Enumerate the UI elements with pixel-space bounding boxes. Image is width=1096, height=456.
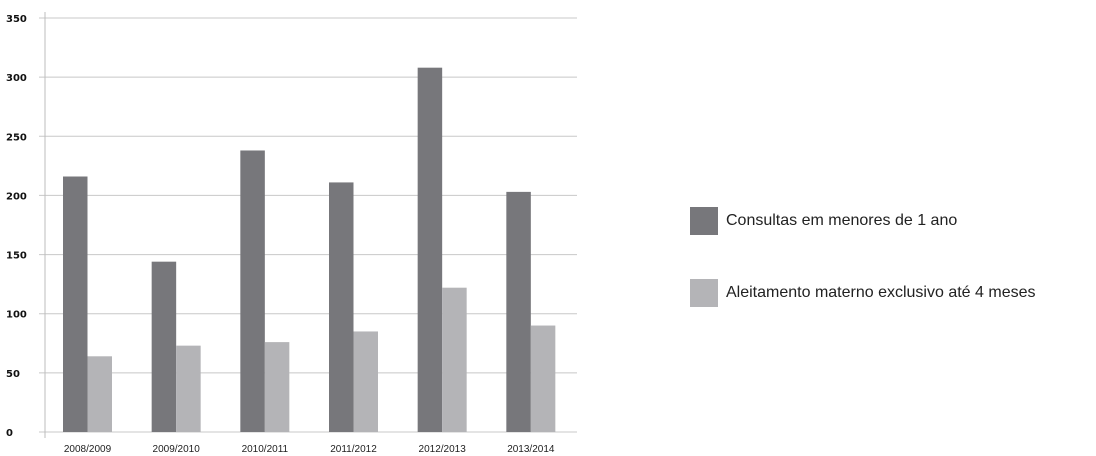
bar-aleitamento-2010-2011 (264, 342, 290, 432)
bar-aleitamento-2013-2014 (530, 325, 556, 432)
gridlines (39, 17, 577, 433)
bar-aleitamento-2012-2013 (442, 287, 467, 432)
x-tick-label: 2013/2014 (507, 444, 555, 455)
legend-label-consultas: Consultas em menores de 1 ano (726, 212, 958, 229)
x-tick-label: 2008/2009 (64, 444, 112, 455)
bar-aleitamento-2008-2009 (87, 356, 112, 432)
y-tick-label: 150 (6, 251, 27, 262)
bar-consultas-2009-2010 (151, 261, 177, 432)
y-tick-label: 350 (6, 14, 27, 25)
y-tick-label: 50 (6, 369, 20, 380)
bars (63, 67, 556, 433)
y-axis-ticks: 0 50 100 150 200 250 300 350 (6, 14, 27, 439)
bar-consultas-2010-2011 (240, 150, 265, 433)
bar-consultas-2012-2013 (417, 67, 443, 433)
bar-consultas-2011-2012 (329, 182, 354, 432)
legend-swatch-consultas (690, 207, 718, 235)
legend-swatch-aleitamento (690, 279, 718, 307)
bar-aleitamento-2011-2012 (353, 331, 378, 432)
legend: Consultas em menores de 1 ano Aleitament… (690, 204, 1035, 348)
legend-label-aleitamento: Aleitamento materno exclusivo até 4 mese… (726, 284, 1036, 301)
x-tick-label: 2011/2012 (330, 444, 377, 455)
x-tick-label: 2010/2011 (242, 444, 289, 455)
x-axis-ticks: 2008/2009 2009/2010 2010/2011 2011/2012 2012… (64, 444, 555, 455)
bar-aleitamento-2009-2010 (176, 345, 201, 432)
y-tick-label: 200 (6, 191, 27, 202)
x-tick-label: 2012/2013 (419, 444, 467, 455)
y-tick-label: 0 (6, 428, 13, 439)
y-tick-label: 100 (6, 310, 27, 321)
legend-item-consultas: Consultas em menores de 1 ano (690, 204, 1035, 238)
y-tick-label: 300 (6, 73, 27, 84)
bar-consultas-2008-2009 (63, 176, 88, 432)
y-tick-label: 250 (6, 132, 27, 143)
x-tick-label: 2009/2010 (153, 444, 201, 455)
legend-item-aleitamento: Aleitamento materno exclusivo até 4 mese… (690, 276, 1035, 310)
bar-consultas-2013-2014 (506, 191, 531, 432)
